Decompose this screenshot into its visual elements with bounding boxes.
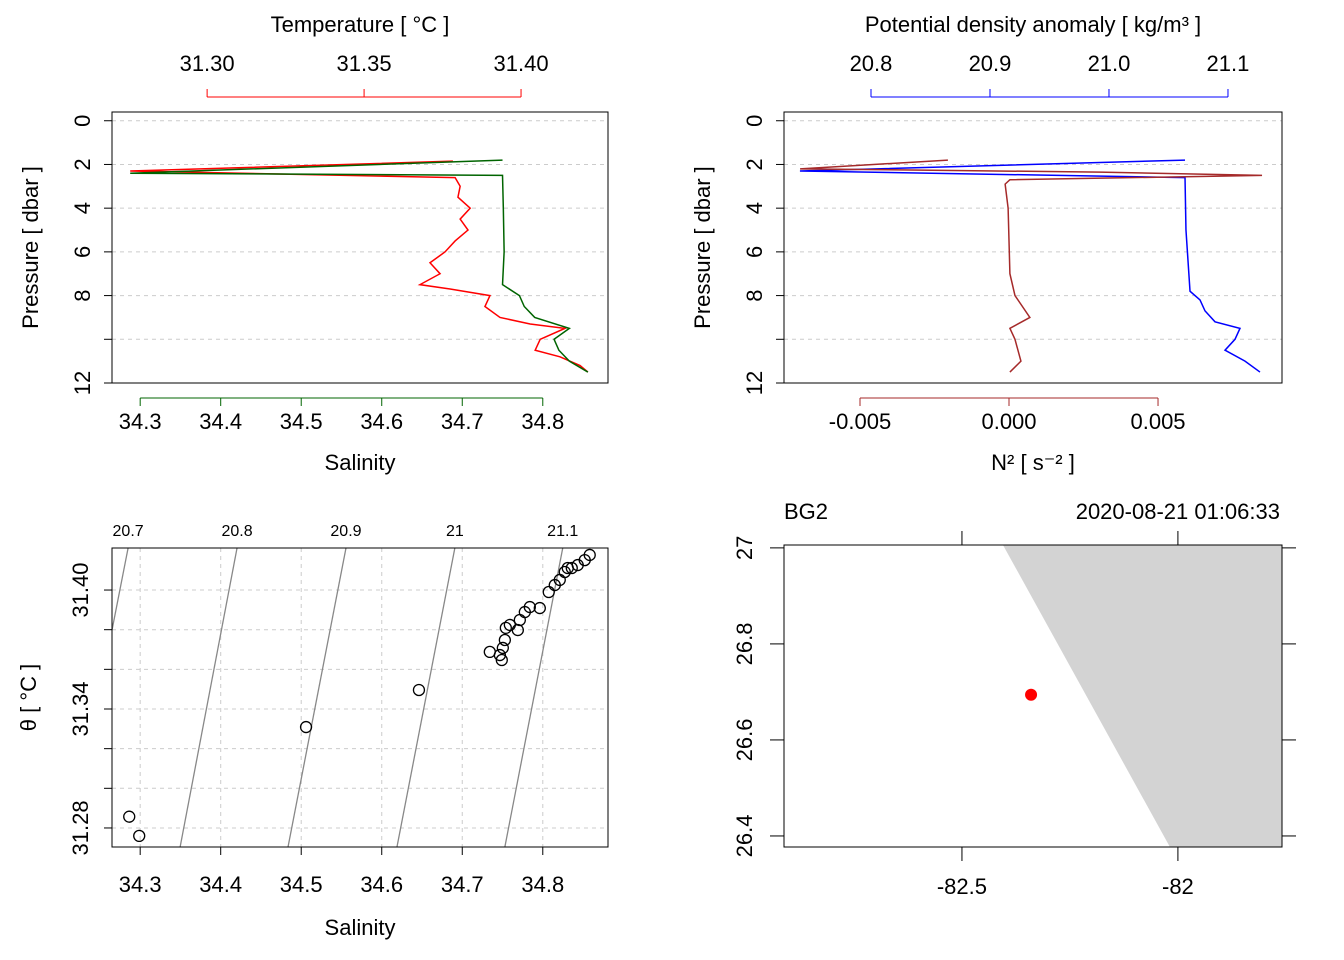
x-tick-label: 34.7 bbox=[441, 872, 484, 897]
x-tick-label: -82.5 bbox=[937, 874, 987, 899]
plot-area bbox=[112, 548, 608, 847]
x-tick-label: 34.6 bbox=[360, 872, 403, 897]
bottom-axis-label: Salinity bbox=[325, 450, 396, 475]
top-tick-label: 31.30 bbox=[180, 51, 235, 76]
bottom-tick-label: 34.5 bbox=[280, 409, 323, 434]
profile-line bbox=[130, 160, 589, 373]
top-axis-label: Temperature [ °C ] bbox=[271, 12, 450, 37]
top-tick-label: 31.40 bbox=[494, 51, 549, 76]
y-tick-label: 26.8 bbox=[732, 622, 757, 665]
isopycnal bbox=[112, 548, 129, 631]
isopycnal bbox=[287, 548, 347, 847]
top-axis-label: Potential density anomaly [ kg/m³ ] bbox=[865, 12, 1201, 37]
ts-point bbox=[123, 810, 136, 823]
y-tick-label: 31.34 bbox=[68, 681, 93, 736]
y-tick-label: 26.6 bbox=[732, 719, 757, 762]
ts-point bbox=[499, 621, 512, 635]
x-axis-label: Salinity bbox=[325, 915, 396, 940]
bottom-tick-label: 34.3 bbox=[119, 409, 162, 434]
top-tick-label: 20.9 bbox=[969, 51, 1012, 76]
top-tick-label: 20.8 bbox=[850, 51, 893, 76]
top-tick-label: 31.35 bbox=[337, 51, 392, 76]
isopycnal-label: 21.1 bbox=[547, 523, 578, 540]
map-area bbox=[1002, 545, 1282, 847]
ts-point bbox=[533, 601, 546, 615]
plot-frame bbox=[111, 547, 609, 848]
ts-point bbox=[495, 653, 508, 667]
bottom-tick-label: -0.005 bbox=[829, 409, 891, 434]
isopycnal-label: 20.8 bbox=[221, 523, 252, 540]
y-axis-label: Pressure [ dbar ] bbox=[690, 166, 715, 329]
bottom-axis-label: N² [ s⁻² ] bbox=[991, 450, 1075, 475]
y-tick-label: 27 bbox=[732, 536, 757, 560]
y-tick-label: 26.4 bbox=[732, 815, 757, 858]
y-tick-label: 6 bbox=[70, 246, 95, 258]
y-tick-label: 2 bbox=[70, 158, 95, 170]
isopycnal-label: 20.9 bbox=[330, 523, 361, 540]
plot-frame bbox=[783, 544, 1283, 848]
y-tick-label: 31.40 bbox=[68, 563, 93, 618]
ts-point bbox=[496, 641, 509, 655]
ts-point bbox=[542, 585, 555, 599]
ts-point bbox=[133, 829, 146, 843]
x-tick-label: 34.5 bbox=[280, 872, 323, 897]
top-tick-label: 21.1 bbox=[1207, 51, 1250, 76]
y-tick-label: 31.28 bbox=[68, 800, 93, 855]
isopycnal bbox=[179, 548, 238, 847]
isopycnal bbox=[396, 548, 456, 847]
ts-point bbox=[498, 633, 512, 647]
ts-point bbox=[299, 720, 313, 734]
ts-point bbox=[412, 683, 426, 697]
bottom-tick-label: 34.6 bbox=[360, 409, 403, 434]
profile-line bbox=[799, 159, 1261, 373]
x-tick-label: 34.8 bbox=[521, 872, 564, 897]
y-tick-label: 6 bbox=[742, 246, 767, 258]
ts-point bbox=[565, 561, 578, 575]
x-tick-label: -82 bbox=[1162, 874, 1194, 899]
y-tick-label: 12 bbox=[742, 371, 767, 395]
plot-frame bbox=[783, 111, 1283, 384]
y-tick-label: 2 bbox=[742, 158, 767, 170]
ts-point bbox=[513, 613, 526, 627]
profile-line bbox=[800, 159, 1263, 373]
land bbox=[1002, 545, 1282, 847]
bottom-tick-label: 34.7 bbox=[441, 409, 484, 434]
bottom-tick-label: 0.000 bbox=[981, 409, 1036, 434]
x-tick-label: 34.3 bbox=[119, 872, 162, 897]
y-tick-label: 4 bbox=[742, 202, 767, 214]
plot-frame bbox=[111, 111, 609, 384]
ts-point bbox=[483, 645, 496, 659]
ts-point bbox=[583, 548, 596, 562]
bottom-tick-label: 34.8 bbox=[521, 409, 564, 434]
y-tick-label: 4 bbox=[70, 202, 95, 214]
y-axis-label: Pressure [ dbar ] bbox=[18, 166, 43, 329]
x-tick-label: 34.4 bbox=[199, 872, 242, 897]
y-tick-label: 8 bbox=[70, 289, 95, 301]
y-tick-label: 8 bbox=[742, 289, 767, 301]
top-tick-label: 21.0 bbox=[1088, 51, 1131, 76]
station-name: BG2 bbox=[784, 499, 828, 524]
y-tick-label: 0 bbox=[742, 115, 767, 127]
station bbox=[1025, 688, 1038, 701]
ts-point bbox=[523, 600, 536, 614]
ts-point bbox=[558, 565, 571, 579]
y-tick-label: 0 bbox=[70, 115, 95, 127]
profile-line bbox=[130, 159, 589, 373]
y-tick-label: 12 bbox=[70, 371, 95, 395]
station-time: 2020-08-21 01:06:33 bbox=[1076, 499, 1280, 524]
isopycnal bbox=[504, 548, 564, 847]
isopycnal-label: 20.7 bbox=[113, 523, 144, 540]
y-axis-label: θ [ °C ] bbox=[16, 664, 41, 731]
isopycnal-label: 21 bbox=[446, 523, 464, 540]
bottom-tick-label: 34.4 bbox=[199, 409, 242, 434]
bottom-tick-label: 0.005 bbox=[1130, 409, 1185, 434]
